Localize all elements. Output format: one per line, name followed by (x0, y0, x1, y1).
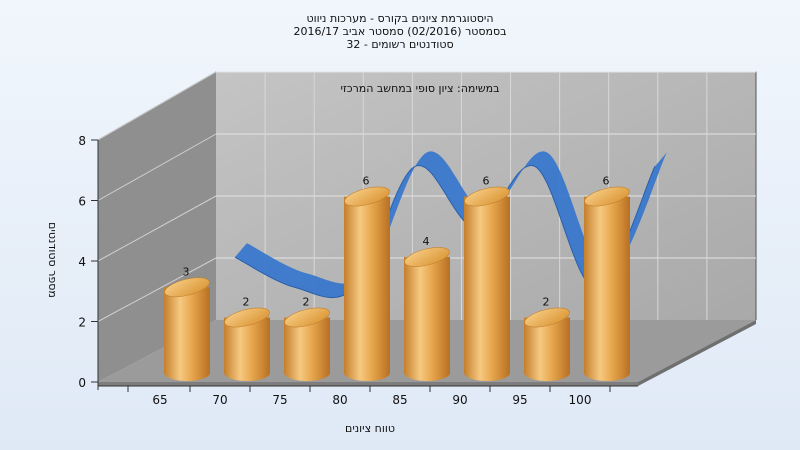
bar-cap (284, 307, 330, 328)
title-line-2: בסמסטר (02/2016) סמסטר אביב 2016/17 (293, 25, 507, 38)
bar-cap (164, 277, 210, 298)
series-line-ribbon (234, 151, 667, 298)
y-tick-label: 4 (78, 255, 86, 269)
bar-65: 3 (164, 265, 210, 381)
title-line-1: היסטוגרמת ציונים בקורס - מערכות ניווט (306, 12, 494, 25)
x-tick-label: 65 (152, 393, 167, 407)
bar-100: 6 (584, 175, 630, 381)
y-tick-label: 2 (78, 316, 86, 330)
bar-body (404, 257, 450, 381)
bar-value-label: 2 (303, 296, 310, 309)
y-tick-label: 8 (78, 134, 86, 148)
floor-side-edge (638, 320, 756, 386)
chart-title: היסטוגרמת ציונים בקורס - מערכות ניווט בס… (0, 12, 800, 51)
y-tick-label: 0 (78, 376, 86, 390)
bar-value-label: 2 (243, 296, 250, 309)
x-tick-label: 95 (512, 393, 527, 407)
bar-85: 4 (404, 235, 450, 381)
y-axis-label: מספר סטודנטים (46, 222, 59, 298)
bar-cap (344, 186, 390, 207)
x-tick-label: 100 (569, 393, 592, 407)
floor-edge (98, 382, 638, 386)
title-line-3: סטודנטים רשומים - 32 (346, 38, 454, 51)
x-tick-label: 75 (272, 393, 287, 407)
x-tick-label: 85 (392, 393, 407, 407)
bar-body (284, 317, 330, 381)
bar-value-label: 6 (603, 175, 610, 188)
bar-90: 6 (464, 175, 510, 381)
bar-cap (584, 186, 630, 207)
bar-70: 2 (224, 296, 270, 381)
bar-value-label: 3 (183, 265, 190, 278)
bar-body (524, 317, 570, 381)
x-axis-label: טווח ציונים (345, 422, 395, 435)
bar-value-label: 4 (423, 235, 430, 248)
x-tick-label: 70 (212, 393, 227, 407)
bar-body (224, 317, 270, 381)
chart-subtitle: במשימה: ציון סופי במחשב המרכזי (340, 82, 499, 95)
y-tick-label: 6 (78, 195, 86, 209)
bar-80: 6 (344, 175, 390, 381)
x-tick-label: 80 (332, 393, 347, 407)
bar-value-label: 6 (363, 175, 370, 188)
bar-body (344, 196, 390, 381)
bar-value-label: 6 (483, 175, 490, 188)
bar-body (464, 196, 510, 381)
bar-cap (404, 247, 450, 267)
bar-cap (524, 307, 570, 328)
gridline-side (97, 71, 217, 141)
bar-body (584, 196, 630, 381)
bar-95: 2 (524, 296, 570, 381)
gridline-side (97, 257, 217, 322)
gridline-side (97, 133, 217, 201)
bar-cap (224, 307, 270, 328)
bar-cap (464, 186, 510, 207)
x-tick-label: 90 (452, 393, 467, 407)
bar-75: 2 (284, 296, 330, 381)
gridline-side (97, 195, 217, 262)
bar-value-label: 2 (543, 296, 550, 309)
bar-body (164, 287, 210, 381)
